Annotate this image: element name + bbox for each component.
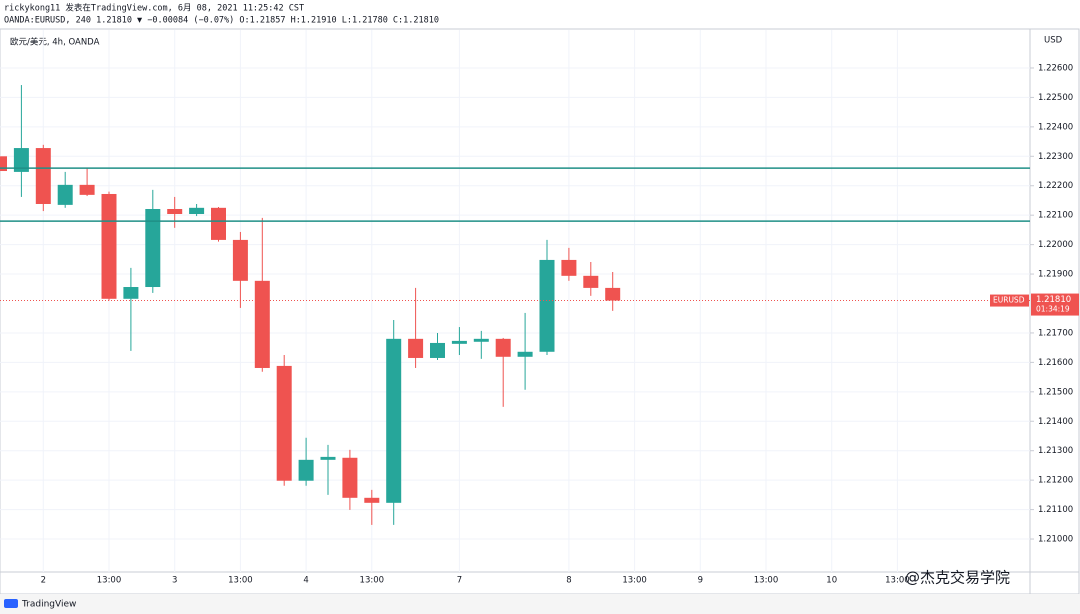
x-tick-label: 13:00 bbox=[622, 576, 647, 586]
y-tick-label: 1.21600 bbox=[1038, 358, 1073, 368]
chart-legend: 欧元/美元, 4h, OANDA bbox=[10, 37, 100, 48]
candle-body bbox=[583, 275, 599, 288]
y-tick-label: 1.21700 bbox=[1038, 328, 1073, 338]
y-tick-label: 1.22200 bbox=[1038, 181, 1073, 191]
candle-body bbox=[57, 184, 73, 205]
watermark: @杰克交易学院 bbox=[905, 569, 1010, 587]
footer-brand: TradingView bbox=[21, 600, 76, 610]
candle-body bbox=[189, 207, 205, 215]
currency-label: USD bbox=[1044, 36, 1063, 46]
y-tick-label: 1.21200 bbox=[1038, 476, 1073, 486]
candle-body bbox=[473, 338, 489, 342]
countdown-label: 01:34:19 bbox=[1036, 305, 1070, 314]
candle-body bbox=[123, 287, 139, 299]
candle-body bbox=[430, 342, 445, 358]
price-label: 1.21810 bbox=[1036, 295, 1071, 305]
candle-body bbox=[232, 239, 248, 281]
x-tick-label: 8 bbox=[566, 576, 571, 586]
x-tick-label: 3 bbox=[172, 576, 177, 586]
x-tick-label: 13:00 bbox=[97, 576, 122, 586]
candle-body bbox=[101, 193, 117, 299]
symbol-badge bbox=[990, 294, 1029, 307]
candle-body bbox=[276, 365, 292, 481]
candle-body bbox=[79, 184, 95, 195]
y-tick-label: 1.22100 bbox=[1038, 211, 1073, 221]
candle-body bbox=[539, 259, 555, 352]
y-tick-label: 1.22600 bbox=[1038, 63, 1073, 73]
y-tick-label: 1.21300 bbox=[1038, 446, 1073, 456]
x-tick-label: 7 bbox=[457, 576, 462, 586]
candle-body bbox=[320, 456, 336, 460]
footer-bar bbox=[0, 594, 1080, 614]
y-tick-label: 1.21500 bbox=[1038, 387, 1073, 397]
candle-body bbox=[211, 207, 226, 240]
y-tick-label: 1.21000 bbox=[1038, 535, 1073, 545]
x-tick-label: 13:00 bbox=[360, 576, 385, 586]
x-tick-label: 13:00 bbox=[754, 576, 779, 586]
candle-body bbox=[605, 287, 621, 301]
candle-body bbox=[342, 457, 358, 498]
header-line1: rickykong11 发表在TradingView.com, 6月 08, 2… bbox=[4, 3, 304, 14]
header-line2: OANDA:EURUSD, 240 1.21810 ▼ −0.00084 (−0… bbox=[4, 16, 439, 26]
candle-body bbox=[145, 208, 161, 288]
price-badge bbox=[1031, 293, 1079, 316]
x-tick-label: 10 bbox=[826, 576, 837, 586]
y-tick-label: 1.22500 bbox=[1038, 93, 1073, 103]
candle-body bbox=[495, 338, 511, 357]
candle-body bbox=[254, 280, 270, 368]
x-tick-label: 13:00 bbox=[885, 576, 910, 586]
y-tick-label: 1.22400 bbox=[1038, 122, 1073, 132]
candle-body bbox=[0, 156, 7, 172]
candle-body bbox=[561, 259, 577, 276]
candle-body bbox=[13, 148, 29, 172]
candle-body bbox=[386, 338, 402, 503]
x-tick-label: 2 bbox=[41, 576, 46, 586]
y-tick-label: 1.21400 bbox=[1038, 417, 1073, 427]
x-tick-label: 13:00 bbox=[228, 576, 253, 586]
footer-logo bbox=[4, 599, 18, 608]
candle-body bbox=[408, 338, 424, 358]
y-tick-label: 1.21100 bbox=[1038, 505, 1073, 515]
candle-body bbox=[451, 340, 467, 344]
candle-body bbox=[517, 351, 533, 357]
y-tick-label: 1.22000 bbox=[1038, 240, 1073, 250]
y-tick-label: 1.21900 bbox=[1038, 270, 1073, 280]
candle-body bbox=[167, 208, 183, 215]
symbol-label: EURUSD bbox=[993, 296, 1025, 305]
y-tick-label: 1.22300 bbox=[1038, 152, 1073, 162]
candle-body bbox=[35, 148, 51, 204]
candle-body bbox=[364, 497, 380, 503]
x-tick-label: 4 bbox=[303, 576, 308, 586]
candle-body bbox=[298, 459, 314, 481]
x-tick-label: 9 bbox=[698, 576, 703, 586]
